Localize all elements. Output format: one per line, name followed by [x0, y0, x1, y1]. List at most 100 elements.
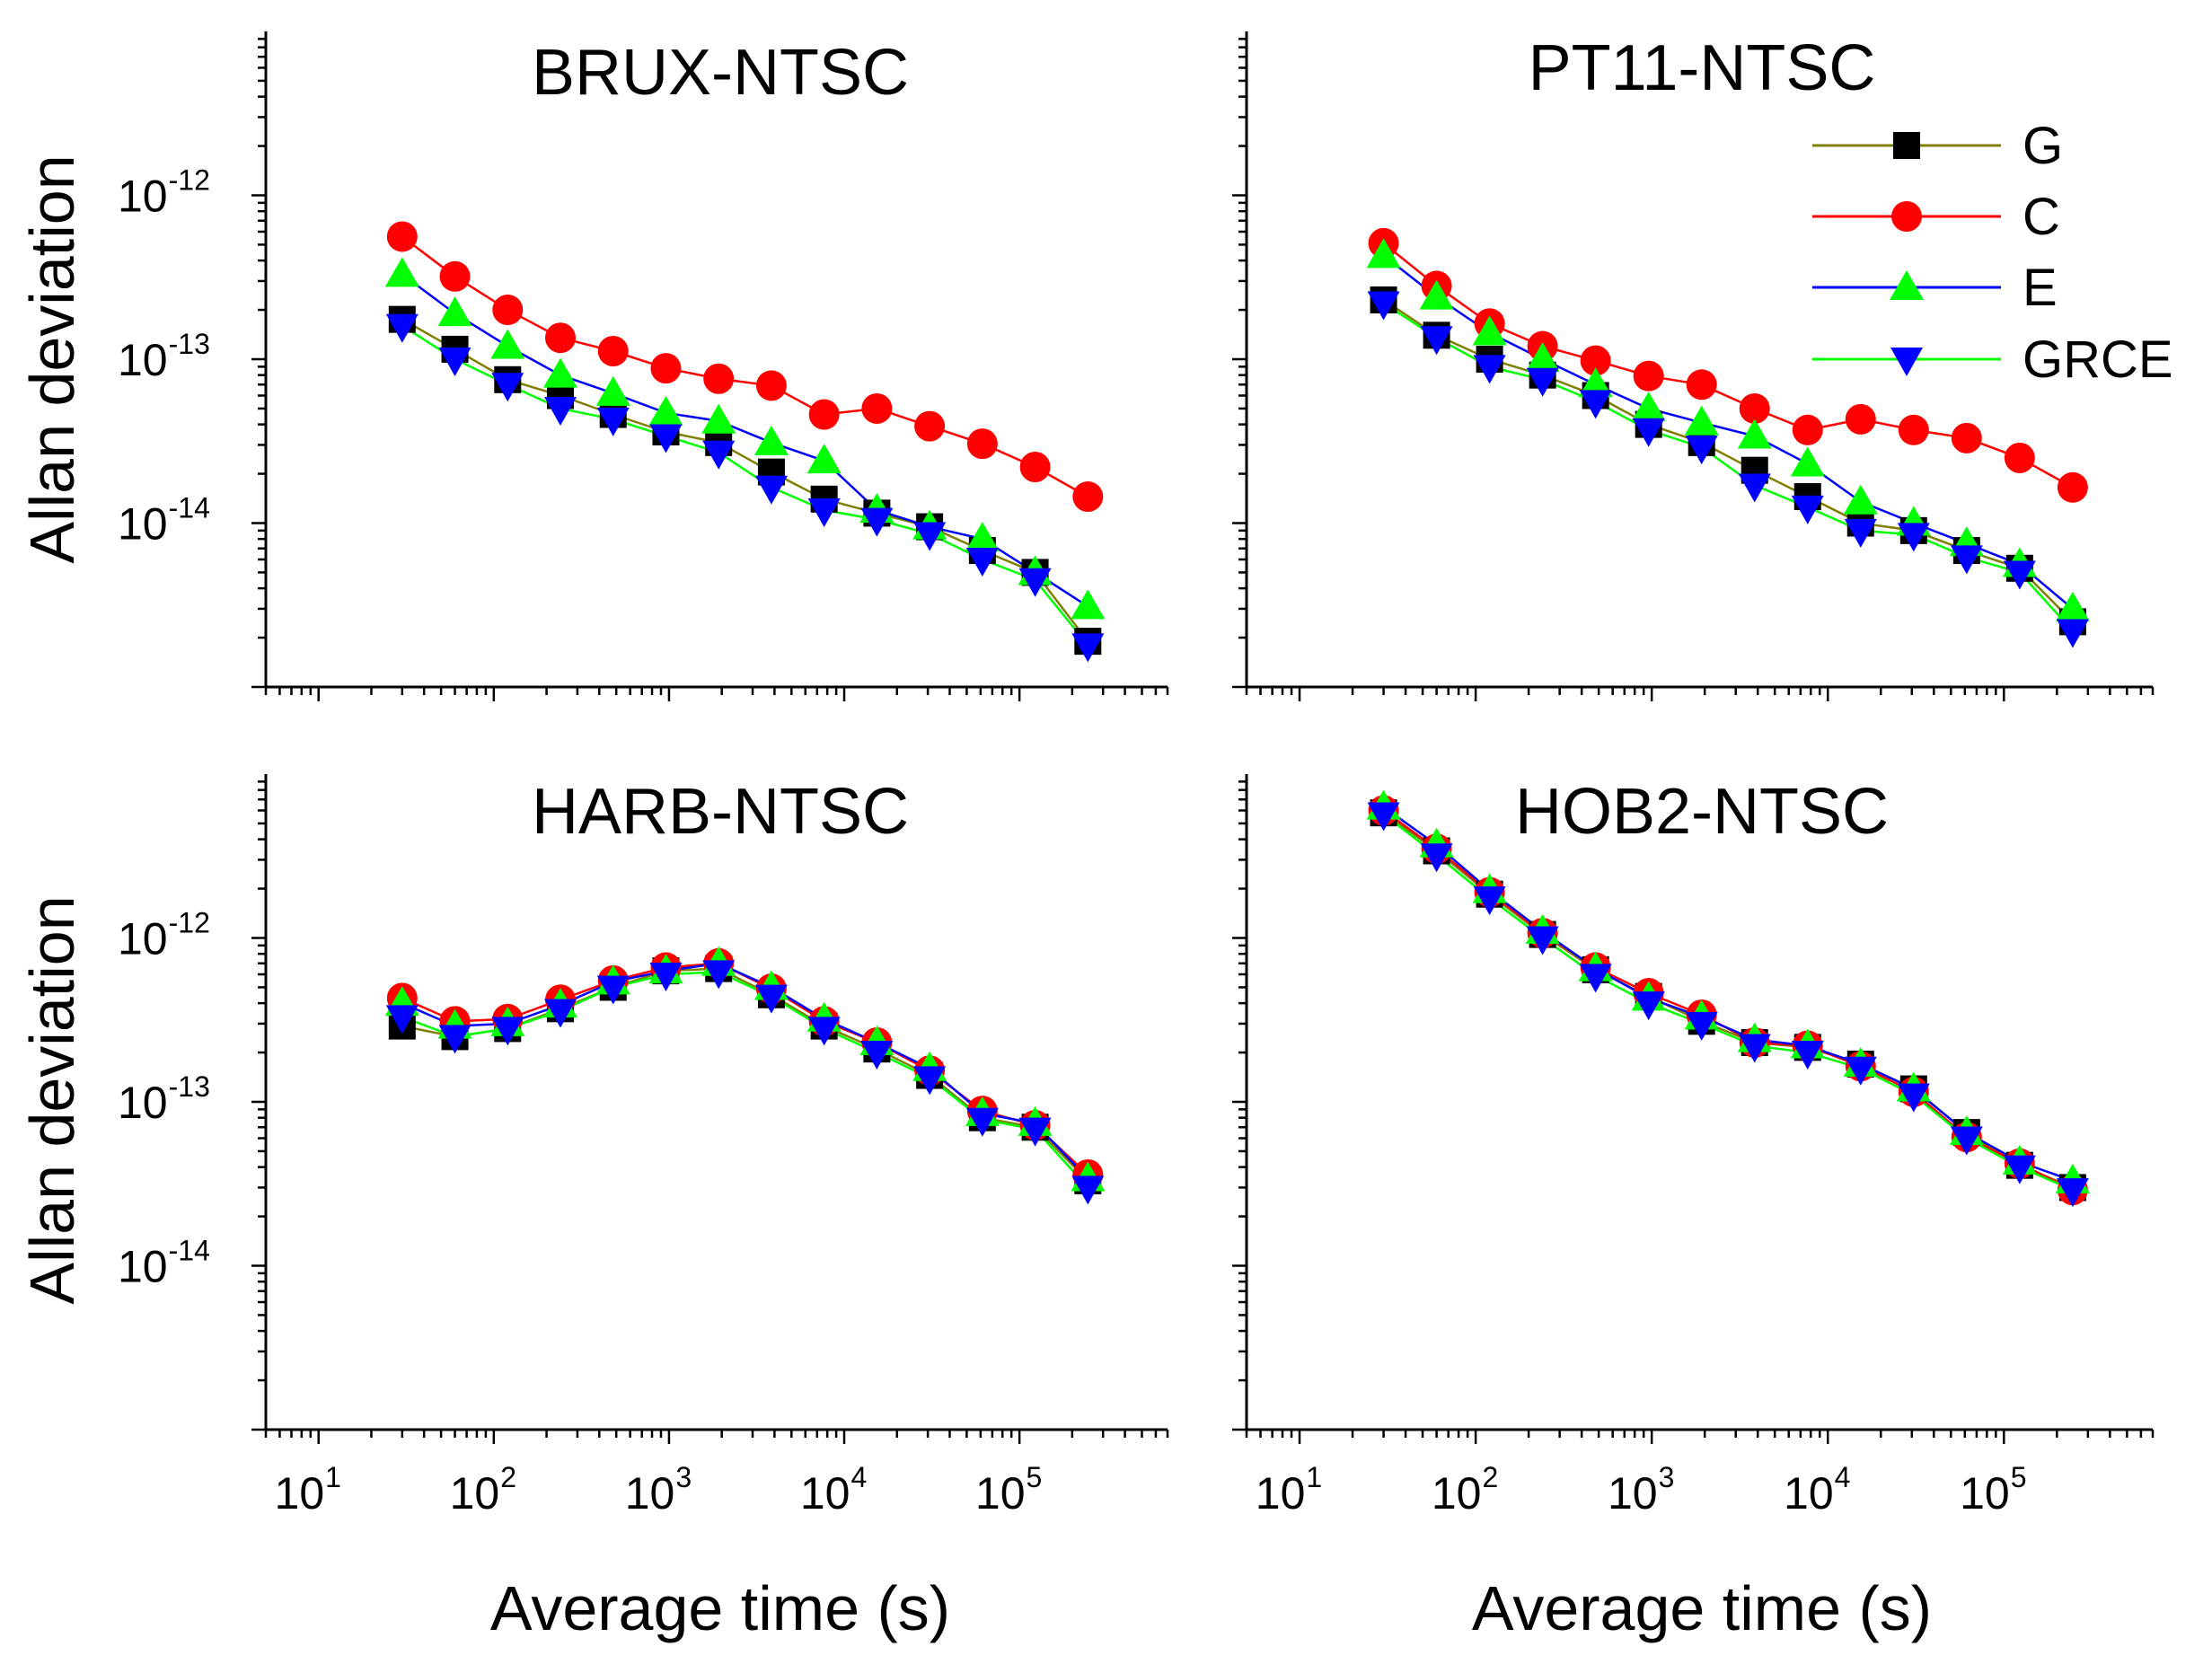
data-point-grce: [438, 1025, 471, 1054]
x-tick-exponent: 5: [1027, 1461, 1043, 1493]
x-tick-exponent: 4: [850, 1461, 867, 1493]
data-point-grce: [1791, 495, 1824, 524]
data-point-grce: [596, 407, 630, 436]
y-tick-exponent: -12: [169, 907, 210, 939]
panel-title: PT11-NTSC: [1529, 32, 1876, 104]
data-point-grce: [1897, 523, 1930, 552]
x-tick-exponent: 1: [1306, 1461, 1322, 1493]
data-point-e: [1525, 342, 1560, 372]
data-point-grce: [913, 1066, 947, 1096]
legend-label-grce: GRCE: [2023, 330, 2173, 389]
data-point-grce: [860, 507, 894, 537]
data-point-c: [2057, 471, 2088, 503]
data-point-grce: [1950, 545, 1983, 575]
data-point-grce: [1632, 991, 1665, 1021]
y-tick-exponent: -14: [169, 1235, 210, 1267]
series-markers-grce: [1367, 802, 2089, 1208]
data-point-c: [966, 428, 998, 460]
y-axis-label-bottom: Allan deviation: [17, 895, 87, 1304]
data-point-grce: [2056, 1178, 2089, 1208]
data-point-grce: [1738, 473, 1771, 503]
y-tick-exponent: -13: [169, 328, 210, 360]
data-point-grce: [2003, 560, 2036, 590]
panel-title: HARB-NTSC: [532, 776, 909, 848]
data-point-grce: [1632, 418, 1665, 447]
data-point-grce: [807, 1017, 841, 1046]
data-point-e: [1631, 391, 1666, 421]
data-point-grce: [1367, 291, 1400, 321]
y-tick-label: 10-12: [118, 907, 210, 964]
data-point-c: [1898, 414, 1929, 445]
legend-marker-grce: [1890, 348, 1923, 376]
legend-entry-g: G: [1812, 117, 2063, 175]
data-point-e: [648, 395, 683, 426]
data-point-grce: [649, 424, 683, 453]
data-point-grce: [544, 999, 577, 1028]
data-point-c: [914, 410, 946, 442]
data-point-grce: [754, 984, 788, 1014]
data-point-grce: [1473, 355, 1506, 384]
x-tick-exponent: 2: [1483, 1461, 1499, 1493]
legend: G C E GRCE: [1812, 117, 2173, 389]
data-point-grce: [491, 373, 524, 402]
data-point-grce: [385, 313, 419, 343]
data-point-c: [1686, 369, 1717, 401]
data-point-grce: [1473, 886, 1506, 916]
y-axis-label-top: Allan deviation: [17, 154, 87, 563]
data-point-grce: [1526, 926, 1559, 955]
data-point-c: [492, 295, 524, 326]
data-point-grce: [1018, 1117, 1052, 1147]
data-point-grce: [965, 1107, 999, 1137]
x-tick-exponent: 5: [2011, 1461, 2027, 1493]
data-point-grce: [1950, 1126, 1983, 1156]
data-point-grce: [385, 1005, 419, 1034]
data-point-c: [545, 322, 577, 354]
legend-entry-e: E: [1812, 259, 2058, 317]
data-point-e: [701, 403, 736, 434]
legend-entry-c: C: [1812, 188, 2060, 246]
legend-label-g: G: [2023, 117, 2063, 175]
y-tick-exponent: -12: [169, 164, 210, 197]
data-point-e: [965, 522, 1000, 552]
data-point-c: [1633, 360, 1664, 392]
data-point-e: [1071, 589, 1106, 620]
data-point-e: [437, 296, 472, 327]
data-point-grce: [1844, 518, 1877, 548]
data-point-e: [753, 425, 789, 455]
data-point-e: [1843, 484, 1878, 515]
series-markers-grce: [1367, 291, 2089, 648]
data-point-grce: [1526, 367, 1559, 397]
legend-label-e: E: [2023, 259, 2058, 317]
data-point-c: [597, 336, 629, 367]
data-point-e: [1890, 270, 1924, 300]
data-point-e: [1790, 446, 1825, 477]
data-point-grce: [1897, 1083, 1930, 1113]
y-tick-exponent: -14: [169, 492, 210, 524]
data-point-c: [755, 370, 787, 401]
data-point-grce: [1685, 436, 1718, 465]
data-point-grce: [1018, 568, 1052, 597]
data-point-grce: [1890, 348, 1923, 376]
data-point-c: [1739, 392, 1770, 424]
data-point-grce: [491, 1017, 524, 1046]
data-point-grce: [965, 547, 999, 577]
data-point-grce: [1071, 633, 1105, 663]
panel-title: BRUX-NTSC: [532, 37, 909, 109]
data-point-grce: [1579, 390, 1612, 419]
series-markers-grce: [385, 313, 1105, 663]
data-point-grce: [1367, 802, 1400, 832]
x-tick-exponent: 1: [325, 1461, 341, 1493]
data-point-grce: [1071, 1175, 1105, 1205]
x-axis-label-right: Average time (s): [1472, 1573, 1932, 1643]
data-point-c: [1845, 403, 1876, 435]
data-point-grce: [544, 396, 577, 426]
legend-entry-grce: GRCE: [1812, 330, 2173, 389]
data-point-g: [1893, 132, 1920, 159]
data-point-grce: [596, 975, 630, 1005]
data-point-e: [595, 375, 630, 406]
data-point-c: [650, 353, 682, 384]
data-point-grce: [1791, 1041, 1824, 1070]
data-point-grce: [1579, 964, 1612, 993]
